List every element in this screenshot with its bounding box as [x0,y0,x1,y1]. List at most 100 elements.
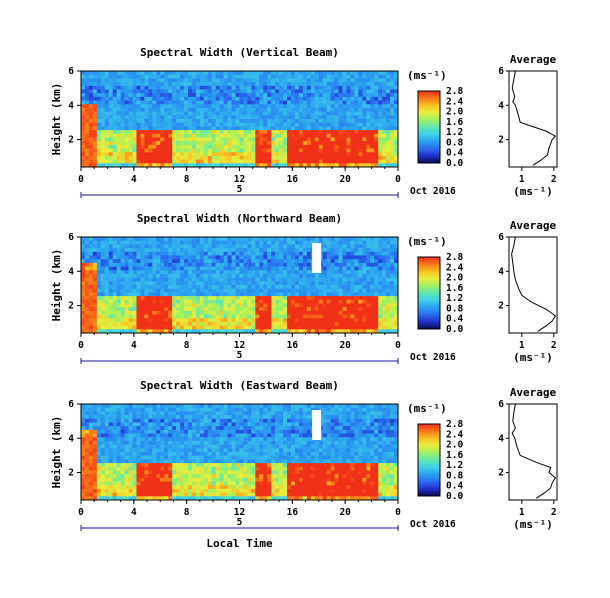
panel-1: Spectral Width (Vertical Beam)0 4 8 12 16 20 0… [50,46,558,198]
average-y-tick: 2 [498,135,504,146]
date-label: Oct 2016 [410,519,456,530]
date-label: Oct 2016 [410,352,456,363]
y-tick-label: 2 [68,301,74,312]
colorbar-tick: 1.6 [446,117,463,128]
average-y-tick: 6 [498,232,504,243]
panel-2: Spectral Width (Northward Beam)0 4 8 12 16 20… [50,212,558,364]
colorbar-tick: 2.8 [446,86,463,97]
colorbar [417,256,441,330]
colorbar-tick: 2.4 [446,262,463,273]
average-x-tick: 2 [551,340,557,351]
colorbar-tick: 2.0 [446,440,463,451]
average-frame [508,403,558,501]
y-axis-label: Height (km) [50,416,63,489]
y-tick-label: 4 [68,433,74,444]
x-tick-label: 12 [234,507,245,518]
colorbar-unit: (ms⁻¹) [407,69,447,82]
x-tick-label: 4 [131,507,137,518]
colorbar-tick: 1.2 [446,127,463,138]
colorbar-tick: 0.4 [446,314,463,325]
average-frame [508,70,558,168]
day-tick-label: 5 [237,350,243,361]
x-tick-label: 12 [234,174,245,185]
y-tick-label: 4 [68,266,74,277]
average-x-tick: 2 [551,174,557,185]
average-y-tick: 4 [498,100,504,111]
colorbar-tick: 0.4 [446,148,463,159]
average-x-tick: 1 [519,174,525,185]
x-tick-label: 0 [395,507,401,518]
average-title: Average [510,386,557,399]
colorbar-unit: (ms⁻¹) [407,235,447,248]
colorbar-tick: 1.6 [446,450,463,461]
average-y-tick: 2 [498,468,504,479]
heatmap-cells [81,71,399,168]
missing-data [312,410,322,440]
average-profile-line [511,70,557,166]
colorbar-tick: 0.8 [446,470,463,481]
average-y-tick: 4 [498,433,504,444]
x-tick-label: 16 [287,340,299,351]
x-tick-label: 20 [339,340,351,351]
average-title: Average [510,219,557,232]
x-axis-label: Local Time [206,537,273,550]
average-x-tick: 1 [519,340,525,351]
x-tick-label: 20 [339,174,351,185]
average-x-label: (ms⁻¹) [513,185,553,198]
colorbar [417,90,441,164]
colorbar-tick: 2.8 [446,419,463,430]
x-tick-label: 0 [395,340,401,351]
average-profile-line [511,236,557,332]
average-x-label: (ms⁻¹) [513,351,553,364]
x-tick-label: 16 [287,174,299,185]
average-y-tick: 4 [498,266,504,277]
heatmap-cells [81,237,399,334]
x-tick-label: 4 [131,174,137,185]
colorbar-tick: 1.2 [446,293,463,304]
x-tick-label: 8 [184,340,190,351]
x-tick-label: 0 [78,174,84,185]
y-tick-label: 4 [68,100,74,111]
colorbar-tick: 2.4 [446,96,463,107]
x-tick-label: 8 [184,174,190,185]
y-tick-label: 2 [68,135,74,146]
x-tick-label: 16 [287,507,299,518]
x-tick-label: 8 [184,507,190,518]
average-x-tick: 1 [519,507,525,518]
colorbar-tick: 2.8 [446,252,463,263]
average-y-tick: 2 [498,301,504,312]
y-axis-label: Height (km) [50,83,63,156]
y-tick-label: 6 [68,66,74,77]
average-profile-line [511,403,557,499]
panel-title: Spectral Width (Northward Beam) [137,212,342,225]
colorbar-tick: 0.0 [446,491,463,502]
missing-data [312,243,322,273]
x-tick-label: 20 [339,507,351,518]
colorbar-tick: 0.0 [446,158,463,169]
panel-title: Spectral Width (Eastward Beam) [140,379,339,392]
x-tick-label: 0 [395,174,401,185]
y-tick-label: 6 [68,399,74,410]
average-title: Average [510,53,557,66]
y-axis-label: Height (km) [50,249,63,322]
colorbar-tick: 2.0 [446,107,463,118]
colorbar-tick: 2.4 [446,429,463,440]
panel-title: Spectral Width (Vertical Beam) [140,46,339,59]
colorbar-tick: 1.2 [446,460,463,471]
colorbar [417,423,441,497]
colorbar-tick: 1.6 [446,283,463,294]
day-tick-label: 5 [237,184,243,195]
colorbar-tick: 0.8 [446,303,463,314]
colorbar-tick: 0.0 [446,324,463,335]
heatmap-cells [81,404,399,501]
average-y-tick: 6 [498,399,504,410]
colorbar-tick: 2.0 [446,273,463,284]
y-tick-label: 6 [68,232,74,243]
average-x-tick: 2 [551,507,557,518]
date-label: Oct 2016 [410,186,456,197]
x-tick-label: 12 [234,340,245,351]
average-y-tick: 6 [498,66,504,77]
panel-3: Spectral Width (Eastward Beam)0 4 8 12 16 20 0… [50,379,558,531]
average-x-label: (ms⁻¹) [513,518,553,531]
